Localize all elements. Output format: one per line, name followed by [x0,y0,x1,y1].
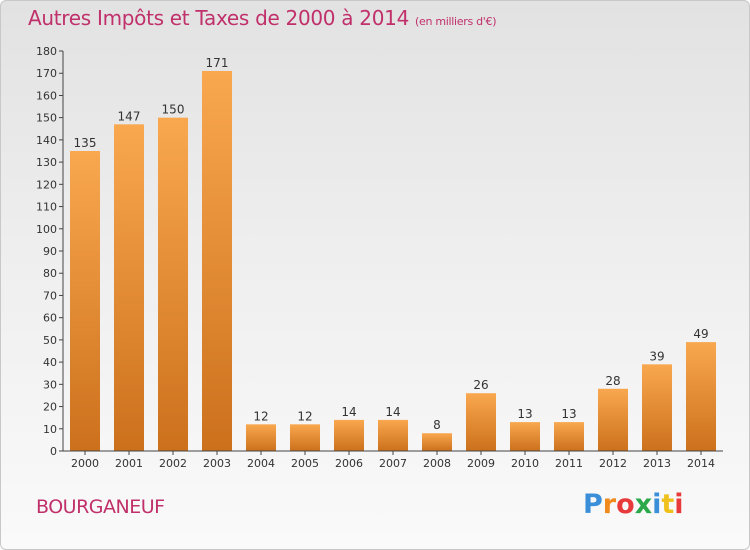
chart-title-text: Autres Impôts et Taxes de 2000 à 2014 [28,6,409,30]
bar [378,419,408,451]
x-tick-label: 2010 [511,457,539,470]
bar-value-label: 28 [605,374,620,388]
bar-value-label: 12 [253,409,268,423]
bar [466,393,496,451]
bar [114,124,144,451]
bar [642,364,672,451]
bar [246,424,276,451]
bar-value-label: 150 [162,103,185,117]
bar-value-label: 13 [517,407,532,421]
bar [70,151,100,451]
bar-value-label: 135 [74,136,97,150]
logo-letter: P [583,489,603,520]
x-tick-label: 2013 [643,457,671,470]
y-tick-label: 70 [43,289,57,302]
y-tick-label: 140 [36,134,57,147]
logo-letter: r [602,489,617,520]
bar-value-label: 8 [433,418,441,432]
bar-value-label: 12 [297,409,312,423]
y-tick-label: 120 [36,178,57,191]
y-tick-label: 80 [43,267,57,280]
bar-value-label: 26 [473,378,488,392]
bar [598,388,628,451]
x-tick-label: 2003 [203,457,231,470]
bar-value-label: 14 [341,405,356,419]
y-tick-label: 170 [36,67,57,80]
y-tick-label: 20 [43,401,57,414]
chart-unit: (en milliers d'€) [415,15,497,28]
bar [334,419,364,451]
y-tick-label: 40 [43,356,57,369]
bar [158,117,188,452]
y-tick-label: 0 [50,445,57,458]
y-tick-label: 130 [36,156,57,169]
x-tick-label: 2006 [335,457,363,470]
y-tick-label: 180 [36,45,57,58]
place-name: BOURGANEUF [36,496,165,518]
x-tick-label: 2011 [555,457,583,470]
bar [510,422,540,451]
bar [686,342,716,451]
logo-letter: i [674,489,684,520]
x-tick-label: 2007 [379,457,407,470]
y-tick-label: 60 [43,312,57,325]
bar-value-label: 171 [206,56,229,70]
logo-letter: i [652,489,662,520]
logo-letter: x [634,489,653,520]
x-tick-label: 2004 [247,457,275,470]
logo-letter: o [616,489,635,520]
proxiti-logo: Proxiti [583,489,684,520]
x-tick-label: 2001 [115,457,143,470]
bar-value-label: 147 [118,109,141,123]
x-tick-label: 2008 [423,457,451,470]
bar [422,433,452,451]
bar [202,71,232,451]
bar [554,422,584,451]
y-tick-label: 30 [43,378,57,391]
logo-letter: t [661,489,675,520]
y-tick-label: 50 [43,334,57,347]
bar-value-label: 13 [561,407,576,421]
y-tick-label: 150 [36,112,57,125]
bar-value-label: 14 [385,405,400,419]
y-tick-label: 160 [36,89,57,102]
y-tick-label: 90 [43,245,57,258]
bar-value-label: 39 [649,349,664,363]
chart-title: Autres Impôts et Taxes de 2000 à 2014 (en… [28,6,496,30]
y-tick-label: 10 [43,423,57,436]
bar [290,424,320,451]
x-tick-label: 2009 [467,457,495,470]
y-tick-label: 100 [36,223,57,236]
bar-value-label: 49 [693,327,708,341]
x-tick-label: 2012 [599,457,627,470]
x-tick-label: 2005 [291,457,319,470]
x-tick-label: 2014 [687,457,715,470]
x-tick-label: 2000 [71,457,99,470]
y-tick-label: 110 [36,201,57,214]
x-tick-label: 2002 [159,457,187,470]
